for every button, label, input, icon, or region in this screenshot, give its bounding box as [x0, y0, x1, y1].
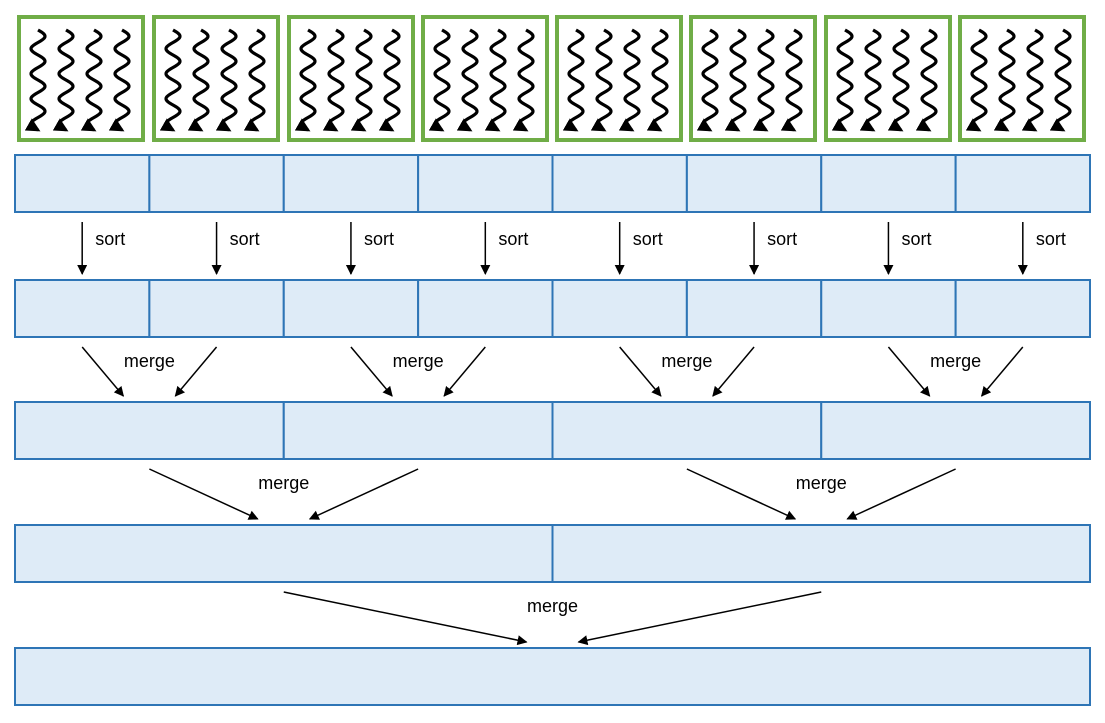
merge-arrow-left: [283, 591, 528, 646]
array-row-merge-1: [14, 401, 1091, 460]
merge-arrow-right: [174, 346, 218, 397]
wavy-down-arrow-icon: [752, 28, 775, 132]
array-segment: [685, 154, 823, 213]
array-segment: [282, 154, 420, 213]
array-row-sorted: [14, 279, 1091, 338]
wavy-down-arrow-icon: [915, 28, 938, 132]
merge-arrow-left: [686, 468, 797, 520]
wavy-down-arrow-icon: [1021, 28, 1044, 132]
array-segment: [14, 279, 151, 338]
sort-label: sort: [230, 229, 260, 249]
array-row-merge-2: [14, 524, 1091, 583]
wavy-down-arrow-icon: [456, 28, 479, 132]
wavy-down-arrow-icon: [24, 28, 47, 132]
wavy-down-arrow-icon: [108, 28, 131, 132]
wavy-down-arrow-icon: [993, 28, 1016, 132]
thread-block-7: [824, 15, 952, 142]
thread-block-5: [555, 15, 683, 142]
array-segment: [685, 279, 823, 338]
array-segment: [954, 279, 1091, 338]
merge-label: merge: [527, 596, 578, 616]
array-segment: [14, 647, 1091, 706]
array-segment: [417, 154, 554, 213]
merge-arrow-right: [846, 468, 956, 520]
wavy-down-arrow-icon: [512, 28, 535, 132]
array-segment: [417, 279, 554, 338]
thread-block-1: [17, 15, 145, 142]
array-segment: [14, 401, 285, 460]
merge-arrow-left: [149, 468, 259, 520]
wavy-down-arrow-icon: [1049, 28, 1072, 132]
thread-block-8: [958, 15, 1086, 142]
array-segment: [282, 279, 420, 338]
sort-label: sort: [498, 229, 528, 249]
merge-arrow-right: [577, 591, 822, 646]
array-row-merge-3: [14, 647, 1091, 706]
array-segment: [820, 279, 957, 338]
array-segment: [551, 524, 1091, 583]
array-segment: [14, 524, 554, 583]
wavy-down-arrow-icon: [428, 28, 451, 132]
merge-arrow-right: [980, 346, 1024, 397]
wavy-down-arrow-icon: [780, 28, 803, 132]
wavy-down-arrow-icon: [294, 28, 317, 132]
array-segment: [551, 401, 823, 460]
merge-label: merge: [258, 473, 309, 493]
sort-label: sort: [767, 229, 797, 249]
wavy-down-arrow-icon: [965, 28, 988, 132]
sort-label: sort: [95, 229, 125, 249]
array-row-input: [14, 154, 1091, 213]
array-segment: [148, 154, 285, 213]
merge-arrow-left: [81, 346, 125, 397]
merge-arrow-left: [619, 346, 662, 397]
merge-label: merge: [661, 351, 712, 371]
array-segment: [14, 154, 151, 213]
array-segment: [148, 279, 285, 338]
wavy-down-arrow-icon: [696, 28, 719, 132]
merge-arrow-right: [443, 346, 486, 397]
thread-block-2: [152, 15, 280, 142]
merge-arrow-right: [712, 346, 755, 397]
sort-label: sort: [364, 229, 394, 249]
thread-block-3: [287, 15, 415, 142]
sort-label: sort: [901, 229, 931, 249]
array-segment: [954, 154, 1091, 213]
wavy-down-arrow-icon: [350, 28, 373, 132]
wavy-down-arrow-icon: [484, 28, 507, 132]
wavy-down-arrow-icon: [590, 28, 613, 132]
wavy-down-arrow-icon: [159, 28, 182, 132]
merge-label: merge: [124, 351, 175, 371]
wavy-down-arrow-icon: [52, 28, 75, 132]
wavy-down-arrow-icon: [187, 28, 210, 132]
wavy-down-arrow-icon: [80, 28, 103, 132]
thread-block-4: [421, 15, 549, 142]
sort-label: sort: [1036, 229, 1066, 249]
wavy-down-arrow-icon: [322, 28, 345, 132]
merge-arrow-left: [887, 346, 931, 397]
thread-block-6: [689, 15, 817, 142]
merge-arrow-left: [350, 346, 393, 397]
merge-arrow-right: [308, 468, 419, 520]
merge-label: merge: [796, 473, 847, 493]
array-segment: [820, 154, 957, 213]
wavy-down-arrow-icon: [859, 28, 882, 132]
wavy-down-arrow-icon: [243, 28, 266, 132]
wavy-down-arrow-icon: [562, 28, 585, 132]
wavy-down-arrow-icon: [831, 28, 854, 132]
wavy-down-arrow-icon: [887, 28, 910, 132]
wavy-down-arrow-icon: [618, 28, 641, 132]
wavy-down-arrow-icon: [378, 28, 401, 132]
array-segment: [820, 401, 1091, 460]
array-segment: [551, 154, 688, 213]
merge-label: merge: [393, 351, 444, 371]
array-segment: [551, 279, 688, 338]
wavy-down-arrow-icon: [646, 28, 669, 132]
merge-label: merge: [930, 351, 981, 371]
wavy-down-arrow-icon: [724, 28, 747, 132]
wavy-down-arrow-icon: [215, 28, 238, 132]
sort-label: sort: [633, 229, 663, 249]
array-segment: [282, 401, 554, 460]
